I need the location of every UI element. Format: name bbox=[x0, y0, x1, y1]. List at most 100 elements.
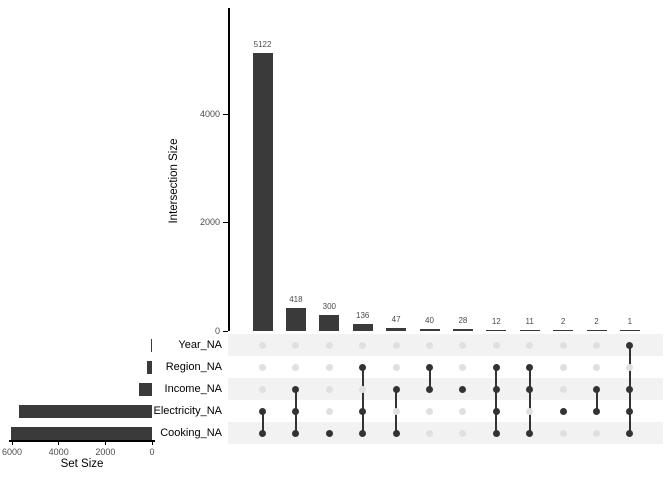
matrix-dot-inactive bbox=[259, 341, 266, 349]
matrix-dot-inactive bbox=[392, 363, 400, 371]
set-size-bar bbox=[10, 426, 152, 440]
intersection-bar bbox=[486, 330, 507, 331]
matrix-dot-inactive bbox=[392, 407, 400, 415]
set-row-label: Year_NA bbox=[178, 338, 222, 351]
x-tick-label: 4000 bbox=[48, 447, 69, 457]
matrix-dot-inactive bbox=[526, 407, 534, 415]
matrix-dot-active bbox=[492, 429, 500, 437]
matrix-dot-inactive bbox=[593, 429, 600, 437]
intersection-bar bbox=[553, 330, 574, 331]
intersection-bar-value: 1 bbox=[627, 317, 633, 326]
matrix-connector-line bbox=[261, 411, 264, 433]
x-tick-label: 2000 bbox=[95, 447, 116, 457]
intersection-bar bbox=[252, 53, 273, 331]
intersection-bar bbox=[419, 328, 440, 331]
intersection-bar bbox=[386, 328, 407, 331]
matrix-dot-inactive bbox=[593, 341, 600, 349]
matrix-dot-inactive bbox=[559, 429, 567, 437]
y-tick bbox=[223, 330, 228, 332]
matrix-dot-inactive bbox=[359, 385, 367, 393]
y-tick bbox=[223, 113, 228, 115]
matrix-dot-active bbox=[359, 407, 367, 415]
set-size-axis-label: Set Size bbox=[60, 458, 104, 470]
set-row-label: Electricity_NA bbox=[153, 404, 222, 417]
matrix-dot-active bbox=[526, 363, 534, 371]
matrix-dot-inactive bbox=[459, 429, 467, 437]
matrix-dot-inactive bbox=[426, 429, 433, 437]
matrix-dot-inactive bbox=[259, 385, 266, 393]
intersection-bar-value: 5122 bbox=[253, 40, 272, 50]
matrix-dot-active bbox=[626, 429, 634, 437]
matrix-dot-inactive bbox=[559, 385, 567, 393]
matrix-dot-active bbox=[259, 407, 266, 415]
matrix-connector-line bbox=[495, 367, 498, 433]
matrix-dot-inactive bbox=[593, 363, 600, 371]
set-size-x-axis bbox=[9, 440, 155, 442]
matrix-connector-line bbox=[595, 389, 598, 411]
matrix-row-stripe bbox=[228, 378, 663, 400]
x-tick bbox=[104, 441, 106, 445]
matrix-dot-inactive bbox=[559, 341, 567, 349]
intersection-bar-value: 12 bbox=[491, 317, 501, 326]
matrix-dot-active bbox=[459, 385, 467, 393]
matrix-dot-active bbox=[292, 429, 300, 437]
y-tick-label: 0 bbox=[214, 325, 220, 336]
matrix-dot-active bbox=[492, 385, 500, 393]
matrix-dot-inactive bbox=[426, 341, 433, 349]
intersection-bar-value: 136 bbox=[356, 310, 370, 320]
intersection-bar-value: 2 bbox=[594, 317, 599, 326]
intersection-bar-value: 47 bbox=[391, 315, 401, 325]
matrix-dot-inactive bbox=[459, 341, 467, 349]
x-tick-label: 0 bbox=[149, 447, 155, 457]
intersection-bar bbox=[319, 314, 340, 331]
matrix-dot-inactive bbox=[526, 341, 534, 349]
matrix-dot-inactive bbox=[325, 341, 333, 349]
matrix-dot-inactive bbox=[292, 341, 300, 349]
y-tick-label: 2000 bbox=[199, 217, 220, 227]
matrix-dot-inactive bbox=[359, 341, 367, 349]
intersection-bar bbox=[352, 323, 373, 331]
intersection-bar-value: 40 bbox=[425, 315, 434, 325]
intersection-y-axis bbox=[228, 8, 230, 331]
matrix-dot-active bbox=[259, 429, 266, 437]
matrix-dot-inactive bbox=[559, 363, 567, 371]
intersection-bar-value: 11 bbox=[525, 317, 534, 326]
matrix-dot-active bbox=[292, 385, 300, 393]
matrix-dot-active bbox=[526, 385, 534, 393]
intersection-bar-value: 300 bbox=[322, 301, 336, 311]
set-size-bar bbox=[19, 404, 152, 418]
intersection-bar bbox=[285, 308, 306, 331]
matrix-dot-active bbox=[426, 363, 433, 371]
intersection-bar-value: 418 bbox=[289, 295, 303, 305]
matrix-row-stripe bbox=[228, 334, 663, 356]
matrix-dot-active bbox=[492, 407, 500, 415]
matrix-dot-active bbox=[626, 341, 634, 349]
matrix-dot-active bbox=[359, 363, 367, 371]
matrix-dot-inactive bbox=[626, 363, 634, 371]
matrix-dot-active bbox=[559, 407, 567, 415]
x-tick bbox=[151, 441, 153, 445]
intersection-bar bbox=[619, 330, 640, 331]
x-tick bbox=[11, 441, 13, 445]
matrix-connector-line bbox=[528, 367, 531, 433]
intersection-bar bbox=[452, 329, 473, 331]
set-row-label: Region_NA bbox=[165, 360, 222, 373]
matrix-row-stripe bbox=[228, 422, 663, 444]
matrix-dot-inactive bbox=[259, 363, 266, 371]
set-size-bar bbox=[151, 338, 152, 352]
matrix-dot-inactive bbox=[392, 341, 400, 349]
matrix-connector-line bbox=[361, 367, 364, 433]
set-row-label: Cooking_NA bbox=[160, 426, 222, 439]
matrix-dot-inactive bbox=[459, 363, 467, 371]
matrix-dot-inactive bbox=[292, 363, 300, 371]
matrix-dot-active bbox=[392, 429, 400, 437]
matrix-dot-active bbox=[359, 429, 367, 437]
matrix-dot-inactive bbox=[459, 407, 467, 415]
intersection-bar-value: 2 bbox=[560, 317, 566, 326]
matrix-connector-line bbox=[428, 367, 431, 389]
matrix-dot-inactive bbox=[492, 341, 500, 349]
intersection-bar bbox=[586, 330, 607, 331]
matrix-dot-active bbox=[426, 385, 433, 393]
matrix-dot-inactive bbox=[325, 363, 333, 371]
